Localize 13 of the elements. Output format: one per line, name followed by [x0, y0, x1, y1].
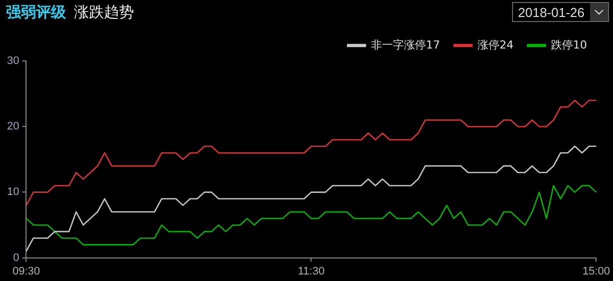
y-tick-label: 20	[6, 120, 20, 133]
legend-label: 跌停10	[551, 38, 588, 52]
x-tick-label: 11:30	[298, 265, 325, 278]
y-tick-label: 10	[6, 186, 20, 198]
legend-label: 涨停24	[478, 38, 514, 52]
y-tick-label: 0	[13, 252, 20, 264]
x-tick-label: 15:00	[582, 265, 610, 278]
y-tick-label: 30	[6, 55, 20, 68]
text: 2018-01-26	[517, 4, 586, 20]
chart-title: 强弱评级	[6, 3, 66, 21]
legend-label: 非一字涨停17	[371, 38, 440, 52]
x-tick-label: 09:30	[12, 265, 40, 278]
chart-subtitle: 涨跌趋势	[74, 3, 134, 21]
